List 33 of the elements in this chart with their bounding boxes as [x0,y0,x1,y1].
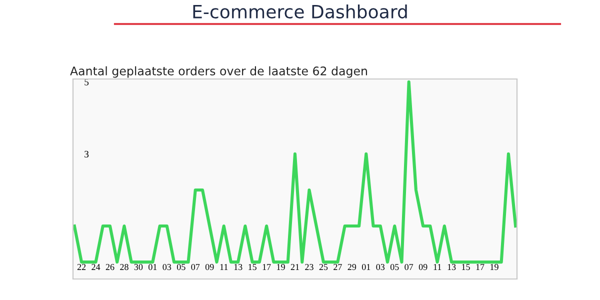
x-tick-label: 27 [334,264,342,270]
x-tick-label: 03 [376,264,385,270]
x-tick-label: 09 [205,264,214,270]
x-tick-label: 15 [248,264,256,270]
x-tick-label: 13 [448,264,456,270]
x-tick-label: 17 [476,264,484,270]
y-tick-label: 3 [84,150,89,158]
x-tick-label: 19 [490,264,498,270]
x-tick-label: 11 [434,264,442,270]
x-tick-label: 22 [77,264,86,270]
x-tick-label: 30 [134,264,143,270]
x-tick-label: 24 [92,264,100,270]
x-tick-label: 11 [220,264,228,270]
x-tick-label: 19 [277,264,285,270]
x-tick-label: 05 [390,264,399,270]
chart-subtitle: Aantal geplaatste orders over de laatste 62 dagen [70,66,367,78]
chart-title: E-commerce Dashboard [193,4,407,18]
x-tick-label: 17 [262,264,271,270]
x-tick-label: 13 [234,264,242,270]
x-tick-label: 01 [148,264,157,270]
x-tick-label: 07 [191,264,200,270]
x-tick-label: 03 [162,264,172,270]
x-tick-label: 23 [305,264,314,270]
x-tick-label: 26 [106,264,114,270]
x-tick-label: 09 [418,264,428,270]
x-tick-label: 05 [176,264,186,270]
x-tick-label: 07 [404,264,414,270]
x-tick-label: 01 [362,264,370,270]
x-tick-label: 15 [462,264,470,270]
x-tick-label: 29 [348,264,356,270]
x-tick-label: 25 [319,264,328,270]
x-tick-label: 21 [290,264,299,270]
x-tick-label: 28 [120,264,128,270]
